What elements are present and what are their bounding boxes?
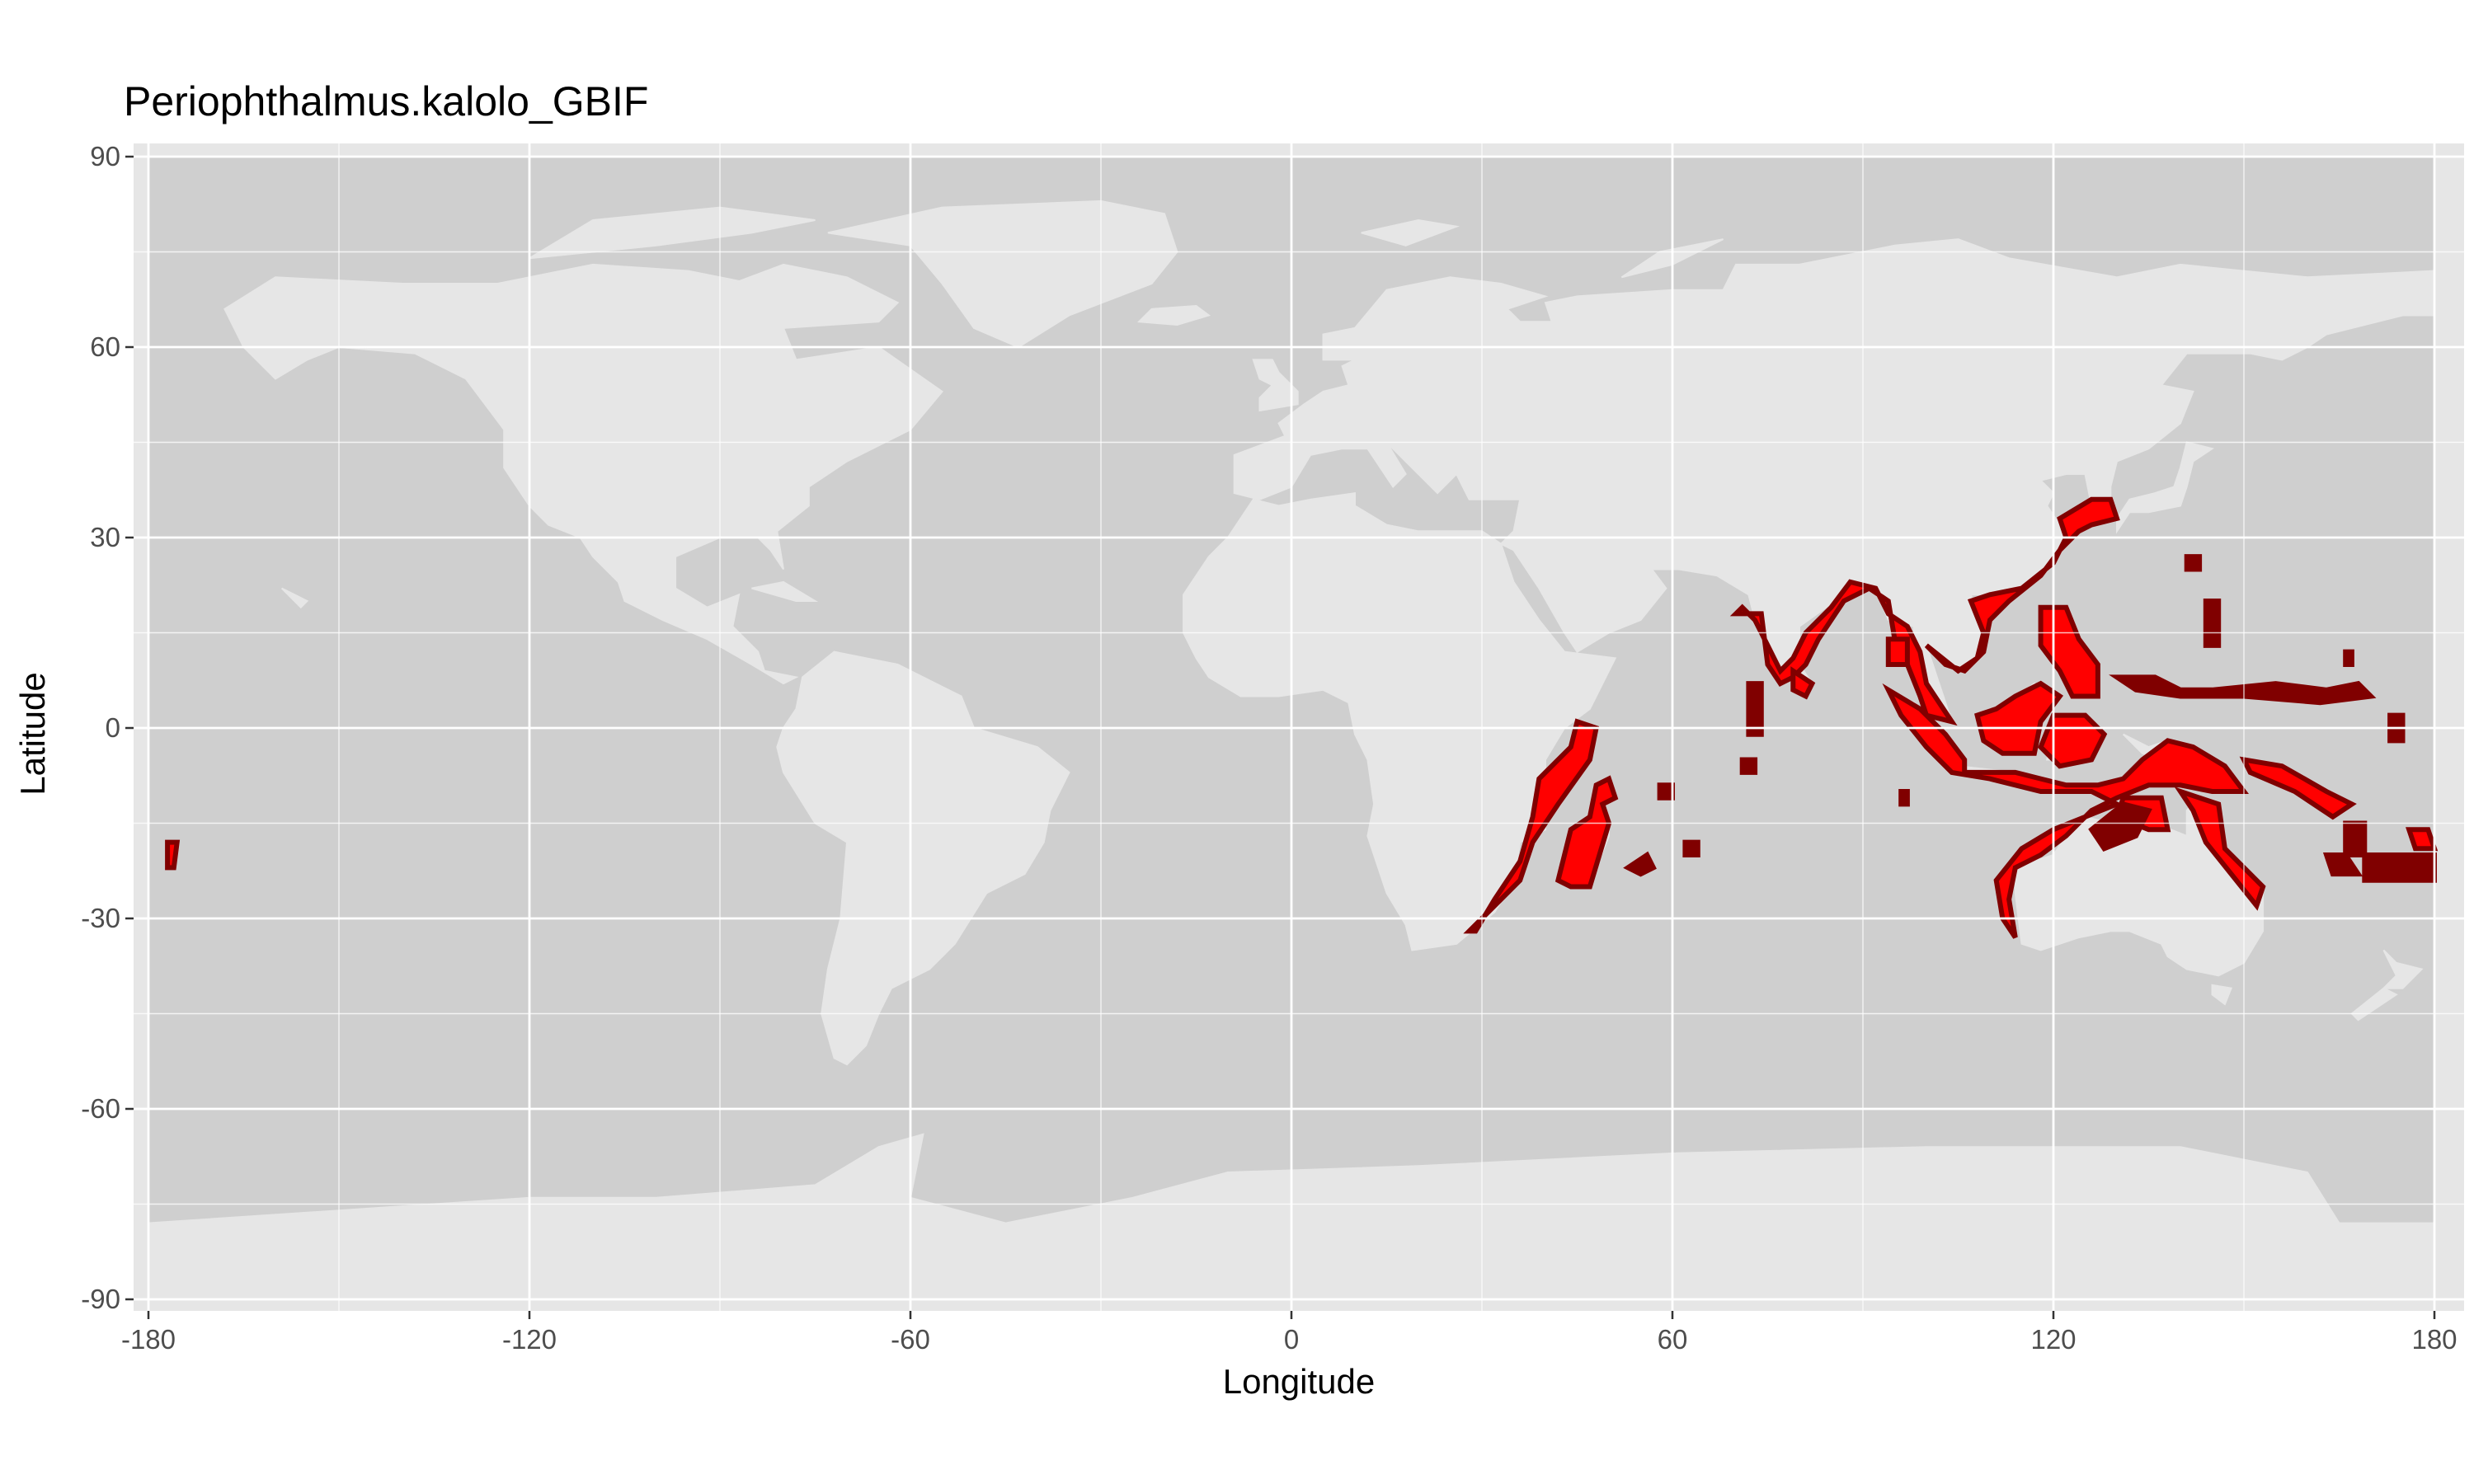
suitability-cell-high bbox=[1882, 683, 2250, 939]
suitability-cell-medium bbox=[1739, 757, 1758, 775]
suitability-cell-medium bbox=[2322, 852, 2363, 877]
y-tick-label: -60 bbox=[81, 1093, 120, 1124]
suitability-cell-medium bbox=[1657, 782, 1675, 801]
land-new-zealand bbox=[2381, 949, 2424, 989]
y-tick-label: 30 bbox=[90, 522, 120, 552]
suitability-cell-medium bbox=[1746, 681, 1764, 737]
suitability-cell-high bbox=[2038, 712, 2108, 769]
land-cuba bbox=[751, 580, 819, 602]
suitability-cell-medium bbox=[1682, 839, 1700, 857]
suitability-cell-high bbox=[1924, 496, 2120, 674]
land-iceland bbox=[1136, 304, 1211, 326]
suitability-cell-high bbox=[1463, 718, 1600, 934]
y-axis-ticks: -90 -60 -30 0 30 60 90 bbox=[81, 141, 134, 1314]
suitability-cell-medium bbox=[2184, 554, 2203, 572]
grid-lines bbox=[134, 143, 2464, 1311]
suitability-cell-medium bbox=[2343, 820, 2368, 857]
x-tick-label: 0 bbox=[1284, 1324, 1299, 1355]
x-tick-label: -120 bbox=[502, 1324, 557, 1355]
suitability-cell-medium bbox=[2362, 852, 2437, 883]
land-north-america bbox=[223, 263, 943, 685]
suitability-cell-high bbox=[2406, 827, 2439, 852]
y-tick-label: -30 bbox=[81, 903, 120, 933]
x-tick-label: 60 bbox=[1658, 1324, 1688, 1355]
x-tick-label: 180 bbox=[2411, 1324, 2457, 1355]
land-arctic-islands bbox=[529, 206, 816, 260]
suitability-cell-high bbox=[165, 839, 181, 871]
suitability-cell-high bbox=[2038, 604, 2100, 699]
x-axis-ticks: -180 -120 -60 0 60 120 180 bbox=[121, 1311, 2458, 1355]
x-axis-title: Longitude bbox=[1223, 1362, 1376, 1401]
y-tick-label: 60 bbox=[90, 331, 120, 362]
x-tick-label: -60 bbox=[891, 1324, 930, 1355]
land-japan bbox=[2116, 441, 2214, 534]
y-tick-label: 90 bbox=[90, 141, 120, 171]
land-hawaii bbox=[280, 587, 309, 609]
x-tick-label: 120 bbox=[2030, 1324, 2076, 1355]
y-tick-label: 0 bbox=[106, 712, 120, 743]
x-tick-label: -180 bbox=[121, 1324, 176, 1355]
land-tasmania bbox=[2211, 984, 2232, 1006]
suitability-cell-high bbox=[1974, 680, 2064, 756]
map-title: Periophthalmus.kalolo_GBIF bbox=[124, 78, 648, 124]
land-greenland bbox=[827, 200, 1178, 349]
y-axis-title: Latitude bbox=[13, 672, 52, 795]
suitability-cell-high bbox=[1885, 636, 1910, 667]
suitability-cell-high bbox=[1554, 775, 1619, 890]
land-south-america bbox=[776, 650, 1070, 1066]
suitability-cell-medium bbox=[2203, 599, 2222, 648]
land-baffin bbox=[731, 263, 900, 329]
map-content bbox=[134, 143, 2464, 1311]
suitability-cell-medium bbox=[1898, 789, 1910, 807]
land-british-isles bbox=[1252, 359, 1299, 412]
y-tick-label: -90 bbox=[81, 1284, 120, 1314]
suitability-cell-medium bbox=[1623, 851, 1657, 877]
land-svalbard bbox=[1361, 218, 1460, 247]
suitability-cell-high bbox=[2239, 756, 2357, 820]
suitability-cell-high bbox=[1790, 666, 1816, 700]
suitability-cell-medium bbox=[2343, 649, 2354, 667]
suitability-cell-high bbox=[2174, 787, 2266, 911]
